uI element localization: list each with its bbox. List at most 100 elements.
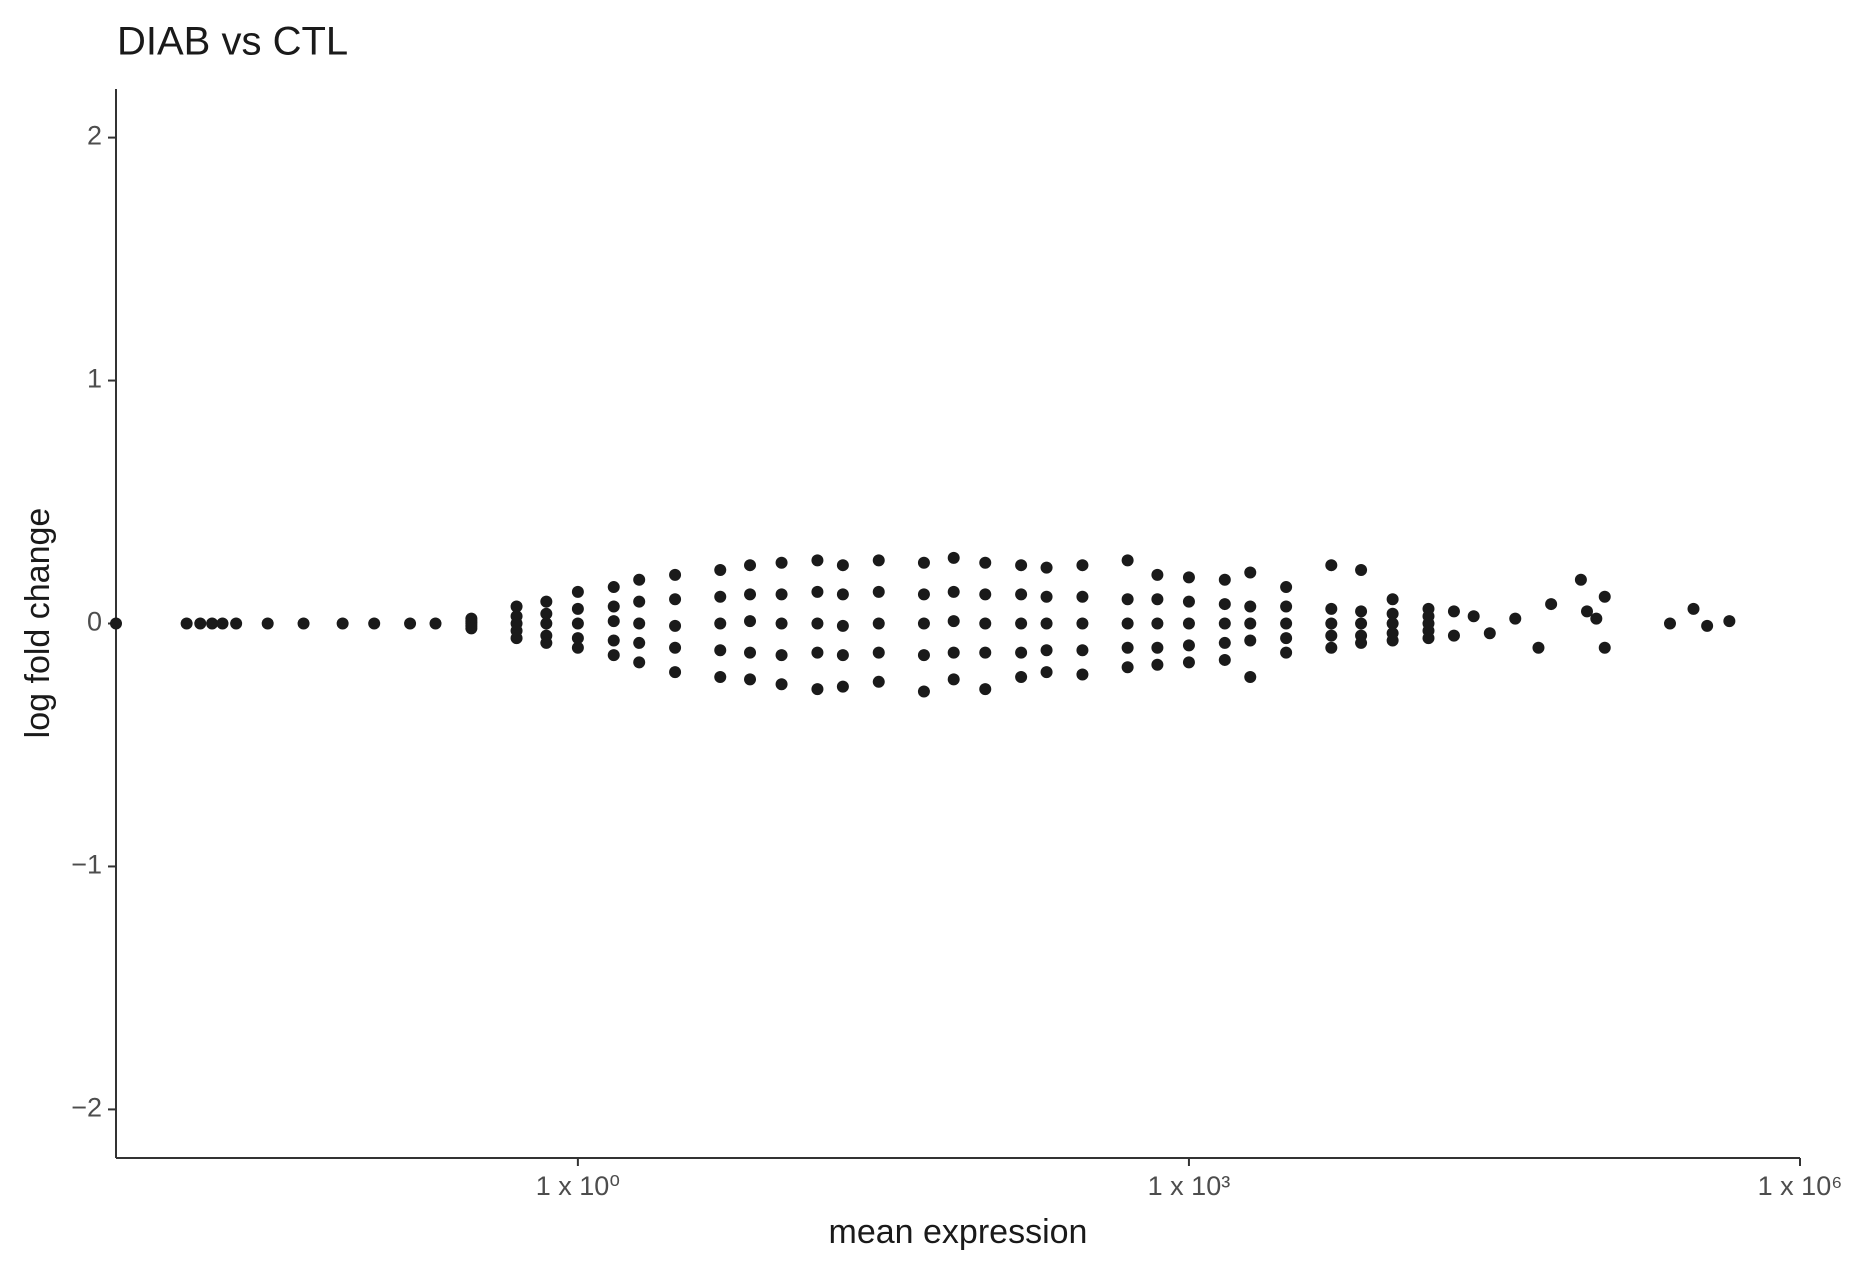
point xyxy=(1280,646,1293,659)
point xyxy=(1182,595,1195,608)
point xyxy=(1386,607,1399,620)
point xyxy=(206,617,219,630)
point xyxy=(811,646,824,659)
point xyxy=(872,585,885,598)
point xyxy=(1244,600,1257,613)
point xyxy=(714,617,727,630)
point xyxy=(1325,641,1338,654)
point xyxy=(1723,615,1736,628)
point xyxy=(194,617,207,630)
point xyxy=(571,585,584,598)
point xyxy=(836,559,849,572)
y-tick-label: 1 xyxy=(87,364,102,394)
point xyxy=(1218,653,1231,666)
point xyxy=(917,685,930,698)
point xyxy=(607,581,620,594)
point xyxy=(1355,617,1368,630)
point xyxy=(1467,610,1480,623)
x-tick-label: 1 x 10⁰ xyxy=(536,1171,620,1201)
point xyxy=(1422,632,1435,645)
point xyxy=(1386,593,1399,606)
point xyxy=(917,649,930,662)
point xyxy=(540,617,553,630)
point xyxy=(1280,632,1293,645)
point xyxy=(1280,600,1293,613)
point xyxy=(429,617,442,630)
point xyxy=(1590,612,1603,625)
point xyxy=(1218,617,1231,630)
point xyxy=(1580,605,1593,618)
point xyxy=(947,673,960,686)
point xyxy=(1076,590,1089,603)
y-tick-label: −2 xyxy=(71,1093,102,1123)
point xyxy=(1015,559,1028,572)
point xyxy=(1325,559,1338,572)
point xyxy=(1218,636,1231,649)
point xyxy=(571,617,584,630)
point xyxy=(1182,617,1195,630)
point xyxy=(1040,644,1053,657)
point xyxy=(336,617,349,630)
point xyxy=(1218,573,1231,586)
point xyxy=(1121,554,1134,567)
point xyxy=(540,595,553,608)
point xyxy=(669,568,682,581)
point xyxy=(1701,619,1714,632)
point xyxy=(633,595,646,608)
point xyxy=(811,617,824,630)
point xyxy=(1182,639,1195,652)
x-axis-title: mean expression xyxy=(829,1213,1088,1251)
point xyxy=(1151,658,1164,671)
point xyxy=(1121,617,1134,630)
point xyxy=(465,622,478,635)
point xyxy=(1355,636,1368,649)
point xyxy=(1151,617,1164,630)
point xyxy=(1151,568,1164,581)
point xyxy=(1244,634,1257,647)
point xyxy=(1483,627,1496,640)
point xyxy=(744,646,757,659)
point xyxy=(775,617,788,630)
point xyxy=(947,551,960,564)
point xyxy=(1244,617,1257,630)
point xyxy=(1076,668,1089,681)
point xyxy=(669,593,682,606)
point xyxy=(979,617,992,630)
point xyxy=(947,646,960,659)
point xyxy=(775,649,788,662)
point xyxy=(1151,641,1164,654)
point xyxy=(1121,593,1134,606)
point xyxy=(1355,564,1368,577)
point xyxy=(714,590,727,603)
point xyxy=(872,646,885,659)
point xyxy=(1040,617,1053,630)
point xyxy=(669,666,682,679)
point xyxy=(1151,593,1164,606)
point xyxy=(1040,561,1053,574)
point xyxy=(979,646,992,659)
point xyxy=(1040,666,1053,679)
point xyxy=(714,564,727,577)
point xyxy=(872,554,885,567)
point xyxy=(1386,617,1399,630)
point xyxy=(230,617,243,630)
point xyxy=(404,617,417,630)
point xyxy=(1076,559,1089,572)
point xyxy=(1355,605,1368,618)
point xyxy=(669,619,682,632)
point xyxy=(1386,634,1399,647)
point xyxy=(1076,644,1089,657)
point xyxy=(1182,656,1195,669)
point xyxy=(744,559,757,572)
point xyxy=(368,617,381,630)
point xyxy=(979,683,992,696)
point xyxy=(571,632,584,645)
point xyxy=(714,670,727,683)
point xyxy=(633,573,646,586)
point xyxy=(540,607,553,620)
point xyxy=(1325,629,1338,642)
point xyxy=(836,649,849,662)
point xyxy=(1015,670,1028,683)
point xyxy=(872,675,885,688)
point xyxy=(947,585,960,598)
